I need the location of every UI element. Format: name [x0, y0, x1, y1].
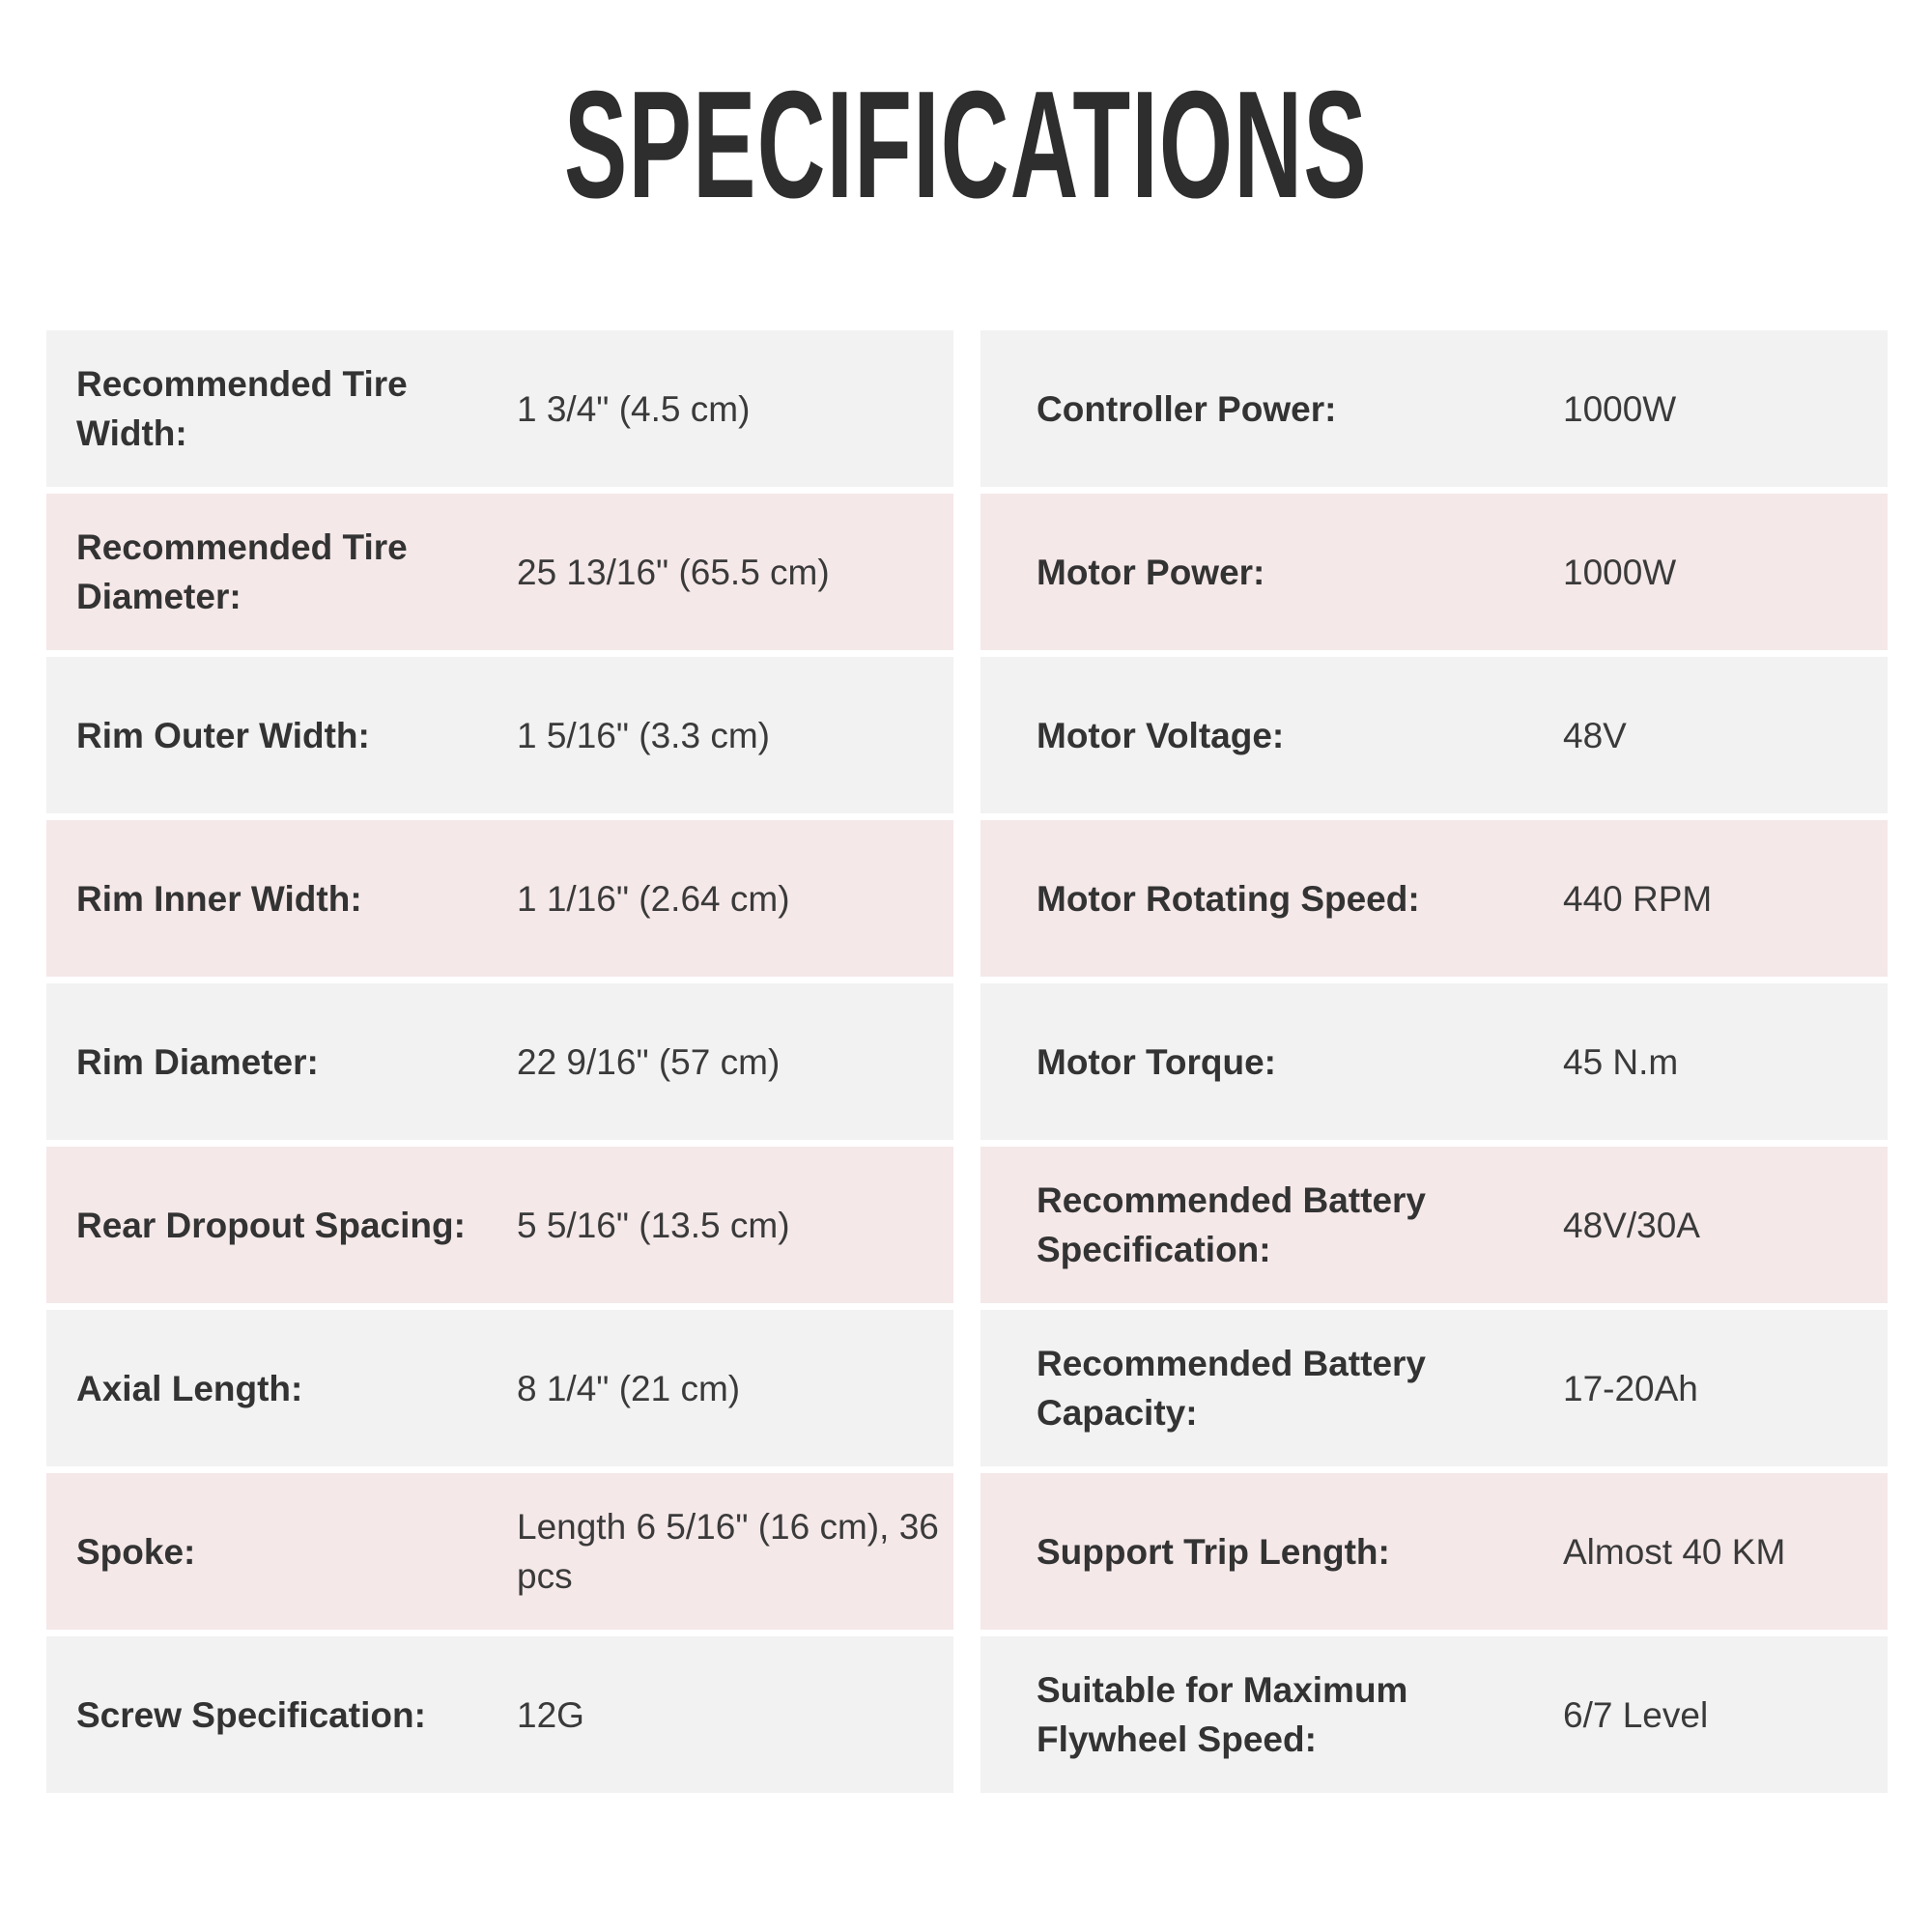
- spec-row: Suitable for Maximum Flywheel Speed: 6/7 …: [980, 1636, 1888, 1793]
- title-text: SPECIFICATIONS: [564, 60, 1368, 230]
- spec-value: 8 1/4" (21 cm): [517, 1368, 741, 1408]
- spec-value: 6/7 Level: [1563, 1694, 1709, 1735]
- spec-label: Motor Voltage:: [1037, 715, 1285, 755]
- spec-label: Support Trip Length:: [1037, 1531, 1390, 1572]
- spec-value: 48V/30A: [1563, 1205, 1700, 1245]
- spec-value: 1000W: [1563, 388, 1677, 429]
- spec-label: Recommended Battery Capacity:: [1037, 1344, 1427, 1433]
- page-title: SPECIFICATIONS: [0, 58, 1932, 233]
- spec-value: Length 6 5/16" (16 cm), 36 pcs: [517, 1507, 939, 1596]
- spec-label: Controller Power:: [1037, 388, 1337, 429]
- spec-row: Screw Specification: 12G: [46, 1636, 953, 1793]
- spec-label: Rim Inner Width:: [76, 878, 362, 919]
- spec-row: Rim Outer Width: 1 5/16" (3.3 cm): [46, 657, 953, 813]
- spec-label: Axial Length:: [76, 1368, 303, 1408]
- spec-row: Rim Diameter: 22 9/16" (57 cm): [46, 983, 953, 1140]
- spec-row: Axial Length: 8 1/4" (21 cm): [46, 1310, 953, 1466]
- spec-value: 1 5/16" (3.3 cm): [517, 715, 770, 755]
- spec-label: Suitable for Maximum Flywheel Speed:: [1037, 1670, 1408, 1759]
- spec-label: Motor Power:: [1037, 552, 1265, 592]
- spec-value: 1 1/16" (2.64 cm): [517, 878, 790, 919]
- spec-value: 12G: [517, 1694, 584, 1735]
- spec-row: Motor Voltage: 48V: [980, 657, 1888, 813]
- spec-row: Motor Rotating Speed: 440 RPM: [980, 820, 1888, 977]
- spec-row: Controller Power: 1000W: [980, 330, 1888, 487]
- spec-label: Rim Outer Width:: [76, 715, 370, 755]
- spec-row: Support Trip Length: Almost 40 KM: [980, 1473, 1888, 1630]
- spec-value: 5 5/16" (13.5 cm): [517, 1205, 790, 1245]
- spec-label: Recommended Battery Specification:: [1037, 1180, 1427, 1269]
- spec-value: 22 9/16" (57 cm): [517, 1041, 781, 1082]
- spec-label: Motor Torque:: [1037, 1041, 1276, 1082]
- spec-label: Recommended Tire Diameter:: [76, 527, 408, 616]
- spec-label: Recommended Tire Width:: [76, 364, 408, 453]
- spec-table-left: Recommended Tire Width: 1 3/4" (4.5 cm) Re…: [46, 330, 953, 1800]
- spec-value: 1 3/4" (4.5 cm): [517, 388, 751, 429]
- spec-row: Recommended Battery Capacity: 17-20Ah: [980, 1310, 1888, 1466]
- spec-row: Recommended Tire Width: 1 3/4" (4.5 cm): [46, 330, 953, 487]
- spec-row: Motor Power: 1000W: [980, 494, 1888, 650]
- spec-value: 25 13/16" (65.5 cm): [517, 552, 830, 592]
- spec-value: Almost 40 KM: [1563, 1531, 1786, 1572]
- spec-value: 45 N.m: [1563, 1041, 1679, 1082]
- spec-row: Motor Torque: 45 N.m: [980, 983, 1888, 1140]
- spec-value: 48V: [1563, 715, 1627, 755]
- spec-value: 17-20Ah: [1563, 1368, 1698, 1408]
- spec-row: Recommended Tire Diameter: 25 13/16" (65.…: [46, 494, 953, 650]
- spec-row: Rear Dropout Spacing: 5 5/16" (13.5 cm): [46, 1147, 953, 1303]
- spec-label: Motor Rotating Speed:: [1037, 878, 1420, 919]
- spec-value: 440 RPM: [1563, 878, 1713, 919]
- spec-label: Rear Dropout Spacing:: [76, 1205, 466, 1245]
- spec-label: Rim Diameter:: [76, 1041, 319, 1082]
- spec-label: Spoke:: [76, 1531, 196, 1572]
- spec-table-right: Controller Power: 1000W Motor Power: 1000W M…: [980, 330, 1888, 1800]
- spec-label: Screw Specification:: [76, 1694, 426, 1735]
- spec-value: 1000W: [1563, 552, 1677, 592]
- spec-row: Rim Inner Width: 1 1/16" (2.64 cm): [46, 820, 953, 977]
- spec-row: Recommended Battery Specification: 48V/30…: [980, 1147, 1888, 1303]
- spec-row: Spoke: Length 6 5/16" (16 cm), 36 pcs: [46, 1473, 953, 1630]
